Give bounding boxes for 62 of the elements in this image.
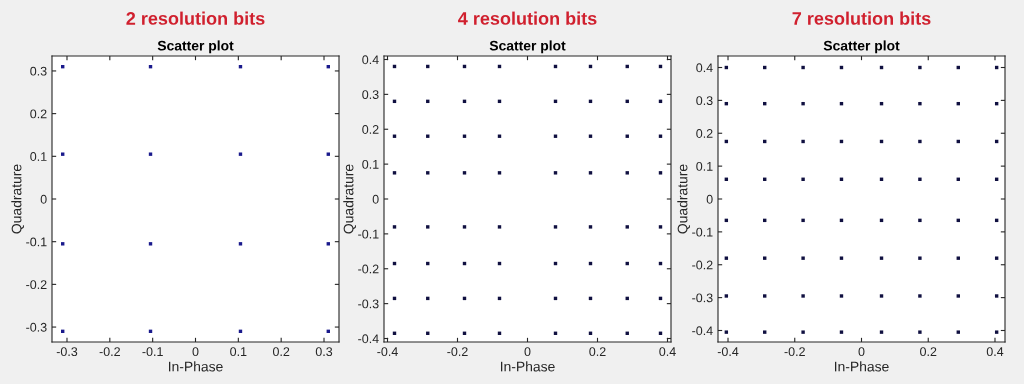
point	[238, 242, 243, 246]
x-axis-title: In-Phase	[500, 361, 555, 372]
point	[148, 152, 153, 156]
y-tick-label: 0.4	[696, 63, 713, 73]
y-tick-label: -0.2	[692, 260, 713, 270]
y-tick-label: -0.1	[692, 227, 713, 237]
y-tick-label: 0.2	[30, 109, 47, 119]
y-tick-label: 0	[372, 194, 379, 204]
x-tick-label: -0.2	[99, 347, 120, 357]
x-tick-label: -0.3	[56, 347, 78, 357]
x-tick-label: 0.2	[589, 347, 606, 357]
y-tick-label: -0.1	[26, 237, 47, 247]
y-tick-label: 0.4	[362, 55, 379, 65]
chart-subtitle: Scatter plot	[157, 40, 234, 54]
y-tick-label: 0.3	[30, 66, 47, 76]
x-tick-label: -0.2	[784, 347, 805, 357]
y-tick-label: 0.1	[362, 159, 379, 169]
x-tick-label: 0.4	[659, 347, 676, 357]
point	[238, 152, 243, 156]
x-tick-label: -0.1	[142, 347, 163, 357]
x-axis-title: In-Phase	[834, 361, 889, 372]
x-tick-label: 0.2	[272, 347, 290, 357]
y-tick-label: 0.3	[696, 96, 713, 106]
x-tick-label: -0.4	[377, 347, 398, 357]
y-tick-label: -0.3	[358, 299, 379, 309]
y-tick-label: -0.4	[692, 326, 713, 336]
x-tick-label: 0.1	[230, 347, 247, 357]
y-tick-label: -0.3	[692, 293, 713, 303]
x-tick-label: -0.4	[717, 347, 739, 357]
chart-title: 4 resolution bits	[458, 11, 597, 25]
chart-title: 2 resolution bits	[126, 11, 265, 25]
chart-subtitle: Scatter plot	[489, 40, 566, 54]
y-tick-label: 0.2	[696, 129, 713, 138]
point	[148, 242, 153, 246]
chart-title: 7 resolution bits	[792, 11, 931, 25]
y-tick-label: 0.1	[30, 152, 47, 161]
point	[61, 152, 65, 156]
x-axis-title: In-Phase	[168, 361, 223, 372]
y-tick-label: 0.1	[696, 161, 713, 171]
y-tick-label: 0	[40, 194, 47, 204]
y-tick-label: 0.2	[362, 125, 379, 134]
y-tick-label: -0.2	[26, 280, 47, 290]
y-axis-title: Quadrature	[677, 164, 690, 234]
point	[326, 242, 330, 246]
y-axis-title: Quadrature	[343, 164, 356, 234]
x-tick-label: 0	[858, 347, 865, 357]
y-tick-label: 0	[706, 194, 713, 204]
y-axis-title: Quadrature	[11, 164, 24, 234]
y-tick-label: -0.3	[26, 322, 47, 332]
x-tick-label: 0	[524, 347, 531, 357]
y-tick-label: -0.4	[358, 334, 379, 344]
x-tick-label: 0.3	[315, 347, 333, 357]
point	[326, 152, 330, 156]
x-tick-label: -0.2	[447, 347, 468, 357]
x-tick-label: 0.2	[920, 347, 937, 357]
x-tick-label: 0.4	[986, 347, 1004, 357]
chart-subtitle: Scatter plot	[823, 40, 900, 54]
y-tick-label: -0.1	[358, 229, 379, 239]
y-tick-label: -0.2	[358, 264, 379, 274]
y-tick-label: 0.3	[362, 90, 379, 100]
x-tick-label: 0	[192, 347, 199, 357]
point	[61, 242, 65, 246]
